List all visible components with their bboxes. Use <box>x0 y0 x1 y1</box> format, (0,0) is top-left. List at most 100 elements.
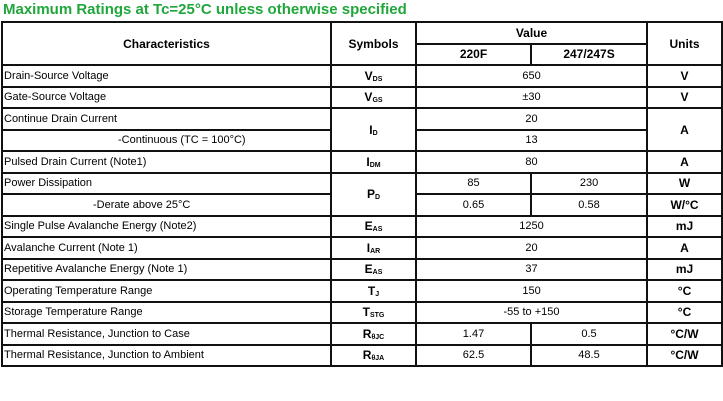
unit: W/°C <box>646 193 723 217</box>
maximum-ratings-table: Characteristics Symbols Value Units 220F… <box>1 21 723 367</box>
symbol-letter: P <box>366 187 375 201</box>
unit: °C/W <box>646 343 723 367</box>
characteristic: -Derate above 25°C <box>1 193 332 217</box>
value-220f: 62.5 <box>415 343 532 367</box>
value-247: 0.58 <box>529 193 649 217</box>
symbol-letter: V <box>364 68 373 83</box>
symbol-letter: I <box>366 240 371 255</box>
characteristic: Power Dissipation <box>1 171 332 195</box>
unit: W <box>646 171 723 195</box>
symbol-subscript: AS <box>372 269 383 277</box>
characteristic: Pulsed Drain Current (Note1) <box>1 150 332 174</box>
table-row: Repetitive Avalanche Energy (Note 1) EAS 3… <box>1 257 723 281</box>
table-row: Storage Temperature Range TSTG -55 to +150… <box>1 300 723 324</box>
symbol: TSTG <box>330 300 417 324</box>
value-220f: 0.65 <box>415 193 532 217</box>
value-247: 48.5 <box>529 343 649 367</box>
unit: V <box>646 64 723 88</box>
symbol-subscript: AS <box>372 226 383 234</box>
table-row: Drain-Source Voltage VDS 650 V <box>1 64 723 88</box>
symbol-letter: T <box>362 305 370 320</box>
value: 650 <box>414 64 649 88</box>
unit: °C <box>646 300 723 324</box>
symbol: RθJC <box>330 322 417 346</box>
symbol-letter: R <box>362 326 372 341</box>
value-247: 230 <box>529 171 649 195</box>
characteristic: Gate-Source Voltage <box>1 85 332 109</box>
symbol-subscript: D <box>372 129 378 137</box>
table-row: Thermal Resistance, Junction to Case RθJC… <box>1 322 723 346</box>
symbol-subscript: D <box>374 194 381 201</box>
symbol-subscript: GS <box>372 97 383 105</box>
unit: V <box>646 85 723 109</box>
symbol-letter: I <box>366 154 370 169</box>
characteristic: Single Pulse Avalanche Energy (Note2) <box>1 214 332 238</box>
value: 20 <box>414 236 649 260</box>
symbol: PD <box>330 171 417 217</box>
table-row: Avalanche Current (Note 1) IAR 20 A <box>1 236 723 260</box>
symbol-subscript: STG <box>369 312 385 320</box>
characteristic: Thermal Resistance, Junction to Ambient <box>1 343 332 367</box>
symbol: TJ <box>330 279 417 303</box>
characteristic: Storage Temperature Range <box>1 300 332 324</box>
symbol-subscript: J <box>375 290 380 298</box>
unit: A <box>646 107 723 152</box>
symbol: EAS <box>330 214 417 238</box>
symbol-subscript: DS <box>372 75 383 83</box>
symbol-letter: V <box>364 90 373 105</box>
characteristic: Avalanche Current (Note 1) <box>1 236 332 260</box>
unit: °C <box>646 279 723 303</box>
symbol: VGS <box>330 85 417 109</box>
characteristic: -Continuous (TC = 100°C) <box>1 128 332 152</box>
symbol-letter: R <box>362 348 372 363</box>
table-row: Continue Drain Current ID 20 A <box>1 107 723 152</box>
value-220f: 1.47 <box>415 322 532 346</box>
symbol-subscript: AR <box>370 247 381 255</box>
value: 150 <box>414 279 649 303</box>
unit: A <box>646 150 723 174</box>
value: 1250 <box>414 214 649 238</box>
symbol: EAS <box>330 257 417 281</box>
symbol-letter: E <box>364 219 373 234</box>
table-row: Single Pulse Avalanche Energy (Note2) EAS… <box>1 214 723 238</box>
value: 13 <box>414 128 649 152</box>
table-row: Operating Temperature Range TJ 150 °C <box>1 279 723 303</box>
symbol-subscript: θJC <box>371 333 385 341</box>
symbol: IDM <box>330 150 417 174</box>
value-247: 0.5 <box>529 322 649 346</box>
characteristic: Operating Temperature Range <box>1 279 332 303</box>
table-row: -Continuous (TC = 100°C) 13 <box>1 128 722 152</box>
symbol-subscript: θJA <box>371 355 385 363</box>
header-value: Value <box>414 21 649 45</box>
unit: mJ <box>646 257 723 281</box>
header-characteristics: Characteristics <box>1 21 332 66</box>
unit: A <box>646 236 723 260</box>
value: 20 <box>414 107 649 131</box>
value: 37 <box>414 257 649 281</box>
unit: mJ <box>646 214 723 238</box>
header-symbols: Symbols <box>330 21 417 66</box>
symbol-letter: E <box>364 262 373 277</box>
unit: °C/W <box>646 322 723 346</box>
characteristic: Repetitive Avalanche Energy (Note 1) <box>1 257 332 281</box>
table-row: Power Dissipation PD 85 230 W <box>1 171 723 217</box>
table-row: Gate-Source Voltage VGS ±30 V <box>1 85 723 109</box>
value: ±30 <box>414 85 649 109</box>
characteristic: Drain-Source Voltage <box>1 64 332 88</box>
symbol-letter: T <box>367 283 376 298</box>
symbol: ID <box>330 107 417 152</box>
characteristic: Continue Drain Current <box>1 107 332 131</box>
value: -55 to +150 <box>414 300 649 324</box>
header-units: Units <box>646 21 723 66</box>
table-row: Thermal Resistance, Junction to Ambient R… <box>1 343 723 367</box>
header-220f: 220F <box>415 42 532 66</box>
symbol-letter: I <box>369 122 373 137</box>
value-220f: 85 <box>415 171 532 195</box>
symbol: VDS <box>330 64 417 88</box>
symbol: IAR <box>330 236 417 260</box>
header-247: 247/247S <box>529 42 649 66</box>
table-row: -Derate above 25°C 0.65 0.58 W/°C <box>1 193 723 217</box>
section-title: Maximum Ratings at Tc=25°C unless otherw… <box>3 1 407 18</box>
symbol-subscript: DM <box>369 161 381 169</box>
symbol: RθJA <box>330 343 417 367</box>
